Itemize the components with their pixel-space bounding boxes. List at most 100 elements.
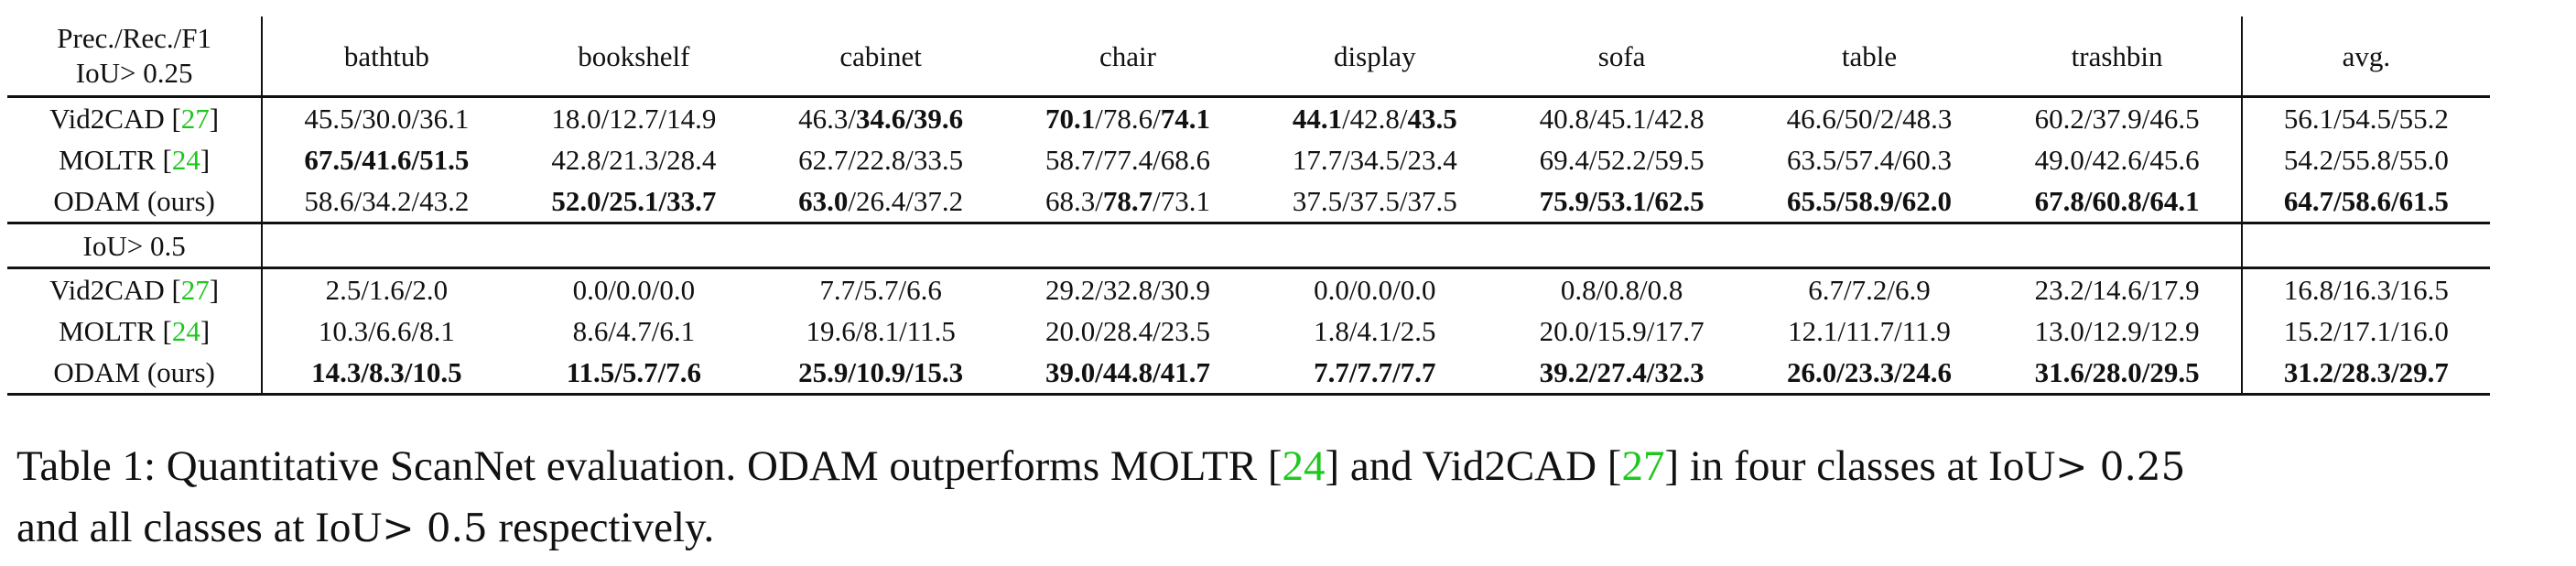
column-header-cabinet: cabinet [757, 16, 1005, 98]
cell-sofa: 40.8/45.1/42.8 [1499, 97, 1746, 140]
cell-display: 44.1/42.8/43.5 [1251, 97, 1499, 140]
cell-value-best: 67.8/60.8/64.1 [2034, 185, 2200, 217]
cell-value: /42.8/ [1342, 103, 1408, 135]
caption-line-2: and all classes at IoU> 0.5 respectively… [16, 497, 2561, 559]
cell-value: 69.4/52.2/59.5 [1539, 144, 1705, 176]
cell-sofa: 0.8/0.8/0.8 [1499, 268, 1746, 311]
row-method-cell: Vid2CAD [27] [7, 267, 264, 310]
cell-chair: 58.7/77.4/68.6 [1004, 139, 1251, 180]
cell-value: 54.2/55.8/55.0 [2283, 144, 2449, 176]
cell-value: 16.8/16.3/16.5 [2283, 274, 2449, 306]
cell-value: 46.3/ [798, 103, 857, 135]
cell-value: 29.2/32.8/30.9 [1045, 274, 1210, 306]
cell-value-best: 14.3/8.3/10.5 [311, 356, 462, 388]
cell-value: 42.8/21.3/28.4 [551, 144, 717, 176]
method-citation-link[interactable]: 27 [180, 103, 210, 135]
cell-value: 12.1/11.7/11.9 [1788, 315, 1951, 347]
cell-value: 20.0/15.9/17.7 [1539, 315, 1705, 347]
cell-table: 46.6/50/2/48.3 [1746, 97, 1994, 140]
cell-value: 7.7/5.7/6.6 [819, 274, 942, 306]
section-empty-cell [510, 223, 758, 269]
cell-value-best: 70.1 [1045, 103, 1096, 135]
caption-cite-moltr[interactable]: 24 [1282, 442, 1326, 490]
table-row: Vid2CAD [27] 45.5/30.0/36.1 18.0/12.7/14.9… [7, 96, 2490, 140]
cell-display: 37.5/37.5/37.5 [1250, 180, 1499, 224]
cell-bookshelf: 8.6/4.7/6.1 [510, 310, 757, 352]
cell-value: 63.5/57.4/60.3 [1787, 144, 1952, 176]
cell-value: 60.2/37.9/46.5 [2034, 103, 2200, 135]
cell-bathtub: 10.3/6.6/8.1 [262, 310, 510, 352]
cell-value: 10.3/6.6/8.1 [318, 315, 455, 347]
column-header-table: table [1745, 16, 1994, 98]
cell-value-best: 67.5/41.6/51.5 [304, 144, 470, 176]
method-name: MOLTR [59, 315, 156, 347]
cell-bathtub: 67.5/41.6/51.5 [262, 139, 510, 180]
cell-sofa: 39.2/27.4/32.3 [1498, 352, 1746, 396]
cell-value: 62.7/22.8/33.5 [798, 144, 964, 176]
cell-bookshelf: 18.0/12.7/14.9 [510, 97, 757, 140]
cell-value: 6.7/7.2/6.9 [1808, 274, 1931, 306]
cell-value: 56.1/54.5/55.2 [2283, 103, 2449, 135]
cell-value: 0.0/0.0/0.0 [572, 274, 696, 306]
cell-avg: 16.8/16.3/16.5 [2240, 267, 2490, 310]
column-header-display: display [1250, 16, 1499, 98]
caption-cite-vid2cad[interactable]: 27 [1621, 442, 1665, 490]
cell-value: 58.6/34.2/43.2 [304, 185, 470, 217]
cell-value: 49.0/42.6/45.6 [2034, 144, 2200, 176]
section-empty-cell [1745, 223, 1994, 269]
cell-value-best: 26.0/23.3/24.6 [1787, 356, 1952, 388]
cell-value: 45.5/30.0/36.1 [304, 103, 470, 135]
method-citation-link[interactable]: 27 [180, 274, 210, 306]
cell-trashbin: 67.8/60.8/64.1 [1993, 180, 2242, 224]
cell-trashbin: 49.0/42.6/45.6 [1994, 139, 2242, 180]
method-citation-link[interactable]: 24 [171, 315, 200, 347]
cell-display: 0.0/0.0/0.0 [1251, 268, 1499, 311]
caption-math-1: > 0.25 [2055, 444, 2186, 489]
cell-chair: 39.0/44.8/41.7 [1004, 352, 1251, 396]
cell-chair: 70.1/78.6/74.1 [1004, 97, 1251, 140]
cell-bathtub: 45.5/30.0/36.1 [262, 97, 510, 140]
cell-value: 18.0/12.7/14.9 [551, 103, 717, 135]
cell-value-best: 52.0/25.1/33.7 [551, 185, 717, 217]
method-name: Vid2CAD [49, 274, 165, 306]
row-method-cell: MOLTR [24] [7, 139, 264, 180]
cell-value-best: 65.5/58.9/62.0 [1787, 185, 1952, 217]
cell-value-best: 11.5/5.7/7.6 [566, 356, 701, 388]
section-empty-cell [2240, 223, 2490, 269]
caption-text-2: ] and Vid2CAD [ [1325, 442, 1622, 490]
cell-cabinet: 62.7/22.8/33.5 [757, 139, 1004, 180]
cell-trashbin: 31.6/28.0/29.5 [1993, 352, 2242, 396]
cell-value: /26.4/37.2 [848, 185, 964, 217]
method-citation-link[interactable]: 24 [171, 144, 200, 176]
cell-value-best: 39.2/27.4/32.3 [1539, 356, 1705, 388]
cell-value: 40.8/45.1/42.8 [1539, 103, 1705, 135]
cell-bookshelf: 42.8/21.3/28.4 [510, 139, 757, 180]
section-empty-cell [1250, 223, 1499, 269]
cell-value: 15.2/17.1/16.0 [2283, 315, 2449, 347]
section-empty-cell [262, 223, 511, 269]
cell-value-best: 43.5 [1407, 103, 1457, 135]
method-name: Vid2CAD [49, 103, 165, 135]
cell-value: 23.2/14.6/17.9 [2034, 274, 2200, 306]
cell-value-best: 74.1 [1160, 103, 1210, 135]
cell-value-best: 31.2/28.3/29.7 [2283, 356, 2449, 388]
cell-value-best: 39.0/44.8/41.7 [1045, 356, 1210, 388]
cell-avg: 15.2/17.1/16.0 [2240, 310, 2490, 352]
cell-table: 12.1/11.7/11.9 [1746, 310, 1994, 352]
column-header-sofa: sofa [1498, 16, 1746, 98]
column-header-chair: chair [1004, 16, 1251, 98]
table-row: MOLTR [24] 10.3/6.6/8.1 8.6/4.7/6.1 19.6/8.… [7, 310, 2490, 352]
cell-value: 0.8/0.8/0.8 [1560, 274, 1683, 306]
cell-bookshelf: 11.5/5.7/7.6 [510, 352, 758, 396]
cell-table: 63.5/57.4/60.3 [1746, 139, 1994, 180]
cell-value: 8.6/4.7/6.1 [572, 315, 696, 347]
cell-value-best: 78.7 [1102, 185, 1153, 217]
column-header-trashbin: trashbin [1993, 16, 2242, 98]
cell-value-best: 64.7/58.6/61.5 [2283, 185, 2449, 217]
cell-chair: 29.2/32.8/30.9 [1004, 268, 1251, 311]
cell-bathtub: 2.5/1.6/2.0 [262, 268, 510, 311]
cell-value-best: 75.9/53.1/62.5 [1539, 185, 1705, 217]
section-empty-cell [757, 223, 1005, 269]
cell-cabinet: 63.0/26.4/37.2 [757, 180, 1005, 224]
